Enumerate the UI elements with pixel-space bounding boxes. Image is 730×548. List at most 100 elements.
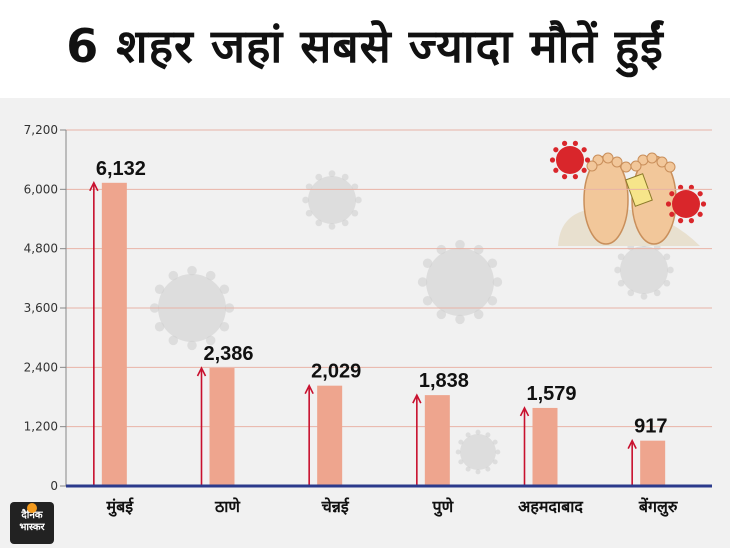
red-virus-spike <box>561 140 568 146</box>
red-virus-body <box>556 146 584 174</box>
x-tick-labels: मुंबई ठाणे चेन्नई पुणे अहमदाबाद बेंगलुरु <box>106 497 679 517</box>
virus-spike <box>455 449 461 455</box>
virus-spike <box>487 295 498 306</box>
x-tick-label: मुंबई <box>106 497 135 517</box>
virus-spike <box>328 223 336 230</box>
virus-spike <box>305 209 313 217</box>
virus-spike <box>465 466 471 472</box>
red-virus-spike <box>669 211 675 217</box>
virus-spike <box>417 277 428 287</box>
red-virus-icon <box>549 140 591 180</box>
bar <box>424 395 450 486</box>
red-virus-spike <box>561 174 568 180</box>
bars <box>101 182 666 486</box>
virus-icon <box>417 239 503 325</box>
title-band: 6 शहर जहां सबसे ज्यादा मौतें हुईं <box>0 0 730 98</box>
toe <box>602 152 614 164</box>
virus-spike <box>473 309 484 320</box>
virus-body <box>460 434 496 470</box>
chart-title: 6 शहर जहां सबसे ज्यादा मौतें हुईं <box>66 19 664 73</box>
value-label: 1,579 <box>527 383 577 405</box>
red-virus-spike <box>572 140 579 146</box>
arrow-head <box>627 438 637 450</box>
virus-spike <box>640 293 648 300</box>
y-tick-label: 3,600 <box>24 301 58 315</box>
virus-spike <box>305 183 313 191</box>
virus-spike <box>351 209 359 217</box>
virus-spike <box>473 244 484 255</box>
virus-spike <box>492 277 503 287</box>
virus-spike <box>487 258 498 269</box>
virus-spike <box>455 314 465 325</box>
virus-spike <box>465 432 471 438</box>
value-labels: 6,132 2,386 2,029 1,838 1,579 917 <box>96 158 668 438</box>
virus-spike <box>436 309 447 320</box>
virus-spike <box>455 239 465 250</box>
x-tick-label: बेंगलुरु <box>638 497 679 517</box>
virus-spike <box>495 449 501 455</box>
virus-spike <box>351 183 359 191</box>
y-tick-label: 4,800 <box>24 242 58 256</box>
red-virus-spike <box>553 167 559 173</box>
toe-tag <box>625 173 653 207</box>
red-virus-spike <box>572 174 579 180</box>
gridlines <box>60 129 712 487</box>
virus-spike <box>205 335 216 346</box>
virus-spike <box>168 270 179 281</box>
virus-spike <box>617 253 625 261</box>
brand-line1: दैनिक <box>21 510 43 521</box>
virus-spike <box>187 340 197 351</box>
virus-spike <box>627 289 635 297</box>
virus-spike <box>328 170 336 177</box>
feet-tag-illustration <box>549 140 707 246</box>
decorations <box>149 140 707 475</box>
virus-spike <box>154 321 165 332</box>
bar <box>209 368 235 486</box>
virus-spike <box>475 429 481 435</box>
virus-spike <box>458 439 464 445</box>
virus-spike <box>205 270 216 281</box>
red-virus-spike <box>584 157 591 163</box>
red-virus-spike <box>697 191 703 197</box>
virus-icon <box>455 429 501 475</box>
toe <box>611 156 623 168</box>
y-tick-label: 0 <box>50 479 58 493</box>
red-virus-spike <box>688 218 695 224</box>
x-tick-label: अहमदाबाद <box>518 497 583 516</box>
virus-spike <box>219 321 230 332</box>
virus-spike <box>341 173 349 181</box>
virus-spike <box>492 439 498 445</box>
bar <box>640 440 666 486</box>
red-virus-spike <box>581 167 587 173</box>
x-tick-label: ठाणे <box>214 497 241 516</box>
red-virus-spike <box>581 147 587 153</box>
virus-spike <box>653 289 661 297</box>
virus-spike <box>315 173 323 181</box>
red-virus-spike <box>697 211 703 217</box>
value-label: 2,386 <box>204 343 254 365</box>
value-label: 917 <box>634 416 667 438</box>
red-virus-spike <box>553 147 559 153</box>
red-virus-spike <box>677 184 684 190</box>
virus-spike <box>168 335 179 346</box>
virus-body <box>620 246 668 294</box>
bar <box>317 385 343 486</box>
arrows <box>89 181 637 486</box>
red-virus-spike <box>688 184 695 190</box>
virus-spike <box>614 266 621 274</box>
virus-spike <box>154 284 165 295</box>
arrow-head <box>89 181 99 192</box>
virus-spike <box>302 196 309 204</box>
virus-spike <box>422 258 433 269</box>
toe <box>664 161 676 173</box>
bar <box>101 182 127 486</box>
virus-icon <box>614 240 674 300</box>
red-virus-spike <box>549 157 556 163</box>
value-label: 6,132 <box>96 158 146 180</box>
virus-spike <box>667 266 674 274</box>
virus-spike <box>663 279 671 287</box>
virus-spike <box>315 219 323 227</box>
y-tick-labels: 0 1,200 2,400 3,600 4,800 6,000 7,200 <box>24 123 58 493</box>
virus-spike <box>663 253 671 261</box>
